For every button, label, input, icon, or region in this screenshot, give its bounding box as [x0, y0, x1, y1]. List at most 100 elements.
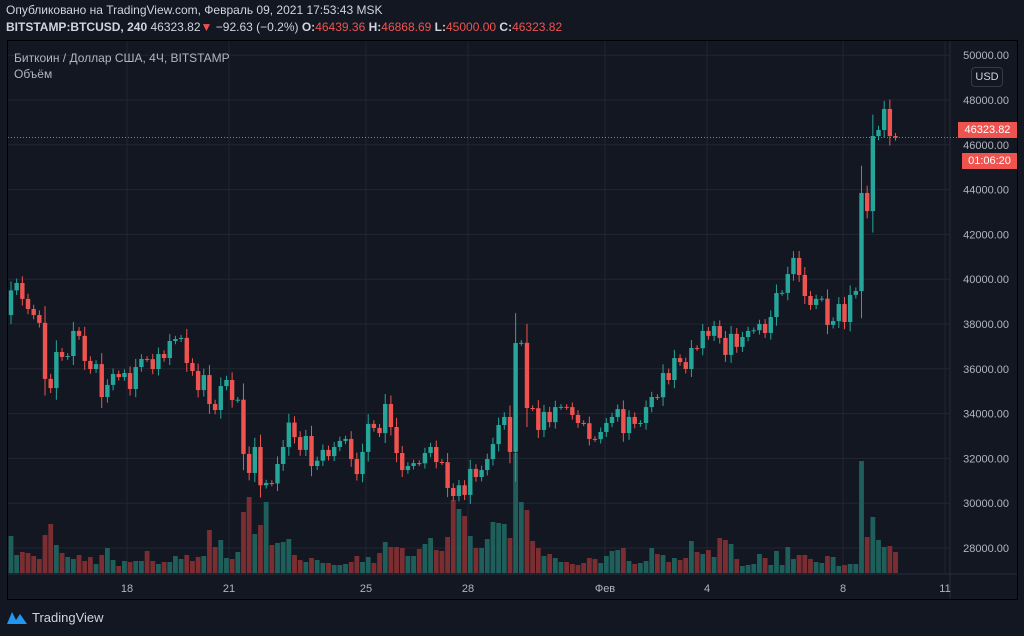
candle-down	[25, 298, 31, 309]
time-tick-label: 21	[223, 583, 235, 595]
volume-bar	[677, 560, 683, 573]
candle-down	[677, 358, 683, 363]
volume-bar	[48, 524, 54, 573]
volume-bar	[513, 453, 519, 573]
volume-bar	[161, 562, 167, 573]
candle-up	[740, 336, 745, 347]
volume-bar	[547, 554, 553, 573]
volume-bar	[399, 548, 405, 573]
candle-up	[173, 339, 178, 342]
candle-up	[819, 298, 825, 300]
bar-countdown-label: 01:06:20	[962, 153, 1017, 169]
volume-bar	[99, 555, 105, 573]
volume-bar	[184, 555, 190, 573]
volume-bar	[893, 552, 898, 573]
candle-up	[541, 412, 547, 430]
candle-down	[417, 463, 422, 465]
volume-bar	[649, 548, 655, 573]
candle-down	[581, 423, 586, 425]
candle-up	[122, 373, 127, 378]
candle-down	[37, 315, 42, 323]
currency-button[interactable]: USD	[971, 67, 1003, 87]
volume-bar	[150, 561, 156, 573]
candle-down	[570, 407, 575, 415]
volume-bar	[76, 555, 82, 573]
price-tick-label: 50000.00	[963, 50, 1009, 62]
candle-up	[479, 470, 484, 477]
candle-up	[201, 375, 206, 391]
volume-bar	[224, 558, 229, 573]
candle-down	[246, 453, 252, 473]
volume-bar	[501, 524, 507, 573]
volume-bar	[581, 563, 587, 573]
volume-bar	[802, 555, 808, 573]
candle-down	[587, 423, 592, 439]
volume-bar	[598, 563, 604, 573]
candle-up	[485, 459, 490, 471]
candle-up	[598, 431, 603, 440]
volume-bar	[286, 539, 292, 573]
volume-bar	[382, 542, 388, 573]
price-tick-label: 48000.00	[963, 95, 1009, 107]
candle-up	[660, 373, 666, 398]
volume-bar	[280, 542, 286, 573]
candle-up	[558, 406, 564, 408]
candle-up	[383, 403, 388, 434]
volume-bar	[654, 554, 660, 573]
candle-up	[456, 485, 462, 497]
volume-bar	[360, 562, 365, 573]
candle-up	[496, 425, 501, 445]
price-tick-label: 28000.00	[963, 543, 1009, 555]
volume-bar	[728, 544, 734, 573]
volume-bar	[836, 566, 842, 573]
high-value: 46868.69	[381, 20, 432, 34]
candle-down	[99, 364, 104, 398]
tradingview-logo-link[interactable]: TradingView	[6, 609, 104, 625]
volume-bar	[433, 550, 439, 573]
candle-up	[65, 356, 70, 358]
volume-bar	[411, 556, 416, 573]
volume-bar	[569, 564, 575, 573]
candle-up	[468, 468, 473, 495]
chart-legend-title: Биткоин / Доллар США, 4Ч, BITSTAMP	[14, 51, 230, 65]
volume-bar	[110, 560, 116, 573]
volume-bar	[93, 564, 99, 573]
candle-down	[241, 399, 246, 454]
candle-down	[229, 380, 235, 400]
candle-down	[292, 422, 297, 438]
candle-down	[371, 423, 377, 428]
volume-bar	[275, 543, 280, 573]
volume-bar	[660, 555, 666, 573]
candle-down	[207, 375, 212, 404]
volume-bar	[258, 525, 263, 573]
tradingview-logo-icon	[7, 612, 27, 624]
volume-bar	[428, 538, 433, 573]
candle-up	[280, 446, 286, 464]
candle-down	[762, 324, 768, 333]
volume-bar	[303, 562, 309, 573]
candle-down	[258, 446, 263, 486]
candle-down	[377, 427, 382, 434]
volume-bar	[694, 552, 700, 573]
volume-bar	[212, 547, 218, 573]
time-tick-label: 8	[840, 583, 846, 595]
candle-up	[93, 364, 99, 370]
volume-bar	[637, 563, 643, 573]
candle-up	[337, 440, 343, 447]
candle-up	[881, 108, 887, 131]
volume-bar	[139, 561, 144, 573]
candle-up	[813, 298, 819, 305]
candle-up	[649, 397, 654, 408]
candle-down	[349, 438, 354, 460]
volume-bar	[156, 564, 161, 573]
candle-up	[774, 293, 779, 318]
candle-down	[893, 136, 898, 138]
candle-up	[513, 343, 518, 452]
published-info: Опубликовано на TradingView.com, Февраль…	[6, 3, 383, 17]
volume-bar	[178, 559, 184, 573]
candle-down	[462, 485, 467, 495]
candle-up	[689, 347, 694, 370]
volume-bar	[484, 539, 490, 573]
candle-down	[190, 362, 195, 372]
